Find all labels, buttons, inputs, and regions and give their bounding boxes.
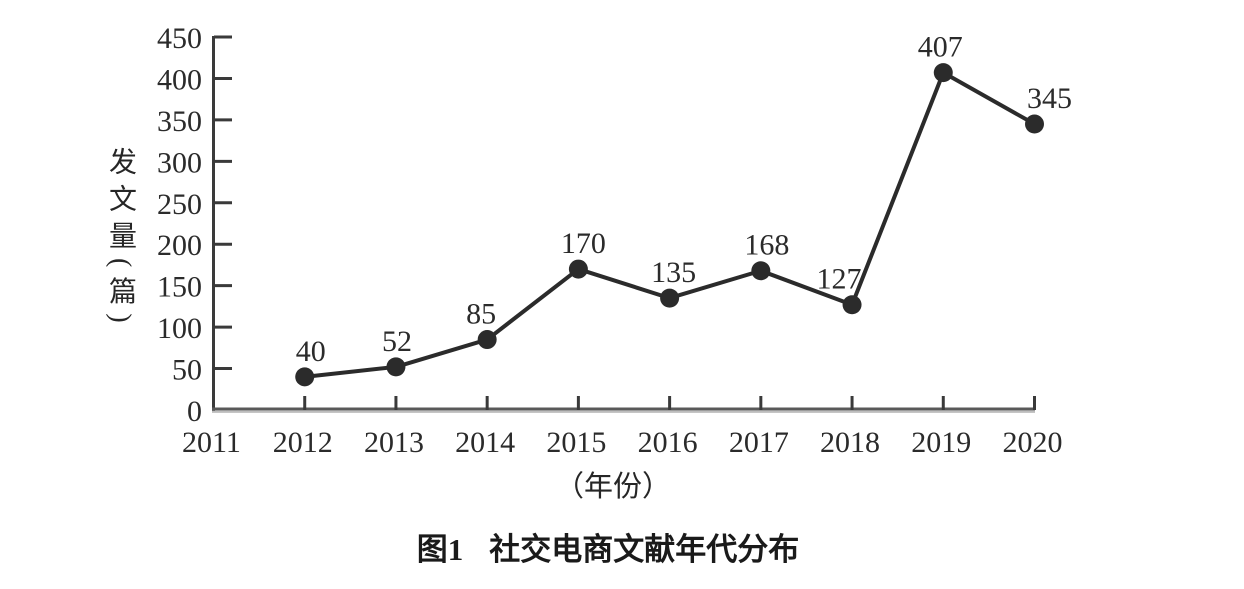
y-axis-ticks [214, 35, 232, 371]
x-tick-label: 2017 [729, 426, 789, 459]
x-tick-label: 2013 [364, 426, 424, 459]
x-tick-label: 2011 [182, 426, 241, 459]
y-tick-label: 250 [157, 188, 202, 221]
x-tick-label: 2015 [546, 426, 606, 459]
data-value-label: 135 [651, 256, 696, 289]
x-axis-ticks [303, 396, 1036, 410]
x-tick-label: 2014 [455, 426, 515, 459]
x-tick-label: 2018 [820, 426, 880, 459]
data-value-label: 85 [466, 298, 496, 331]
figure-title: 社交电商文献年代分布 [489, 532, 800, 567]
y-tick-label: 0 [187, 395, 202, 428]
data-point [477, 330, 497, 350]
x-axis-tick-labels: 2011 2012 2013 2014 2015 2016 2017 2018 2019 2020 [182, 426, 1062, 459]
data-value-label: 40 [296, 335, 326, 368]
y-tick-label: 300 [157, 146, 202, 179]
figure-caption: 图1 社交电商文献年代分布 [417, 524, 800, 569]
y-tick-label: 200 [157, 229, 202, 262]
data-point [386, 357, 406, 377]
data-value-label: 407 [918, 31, 963, 64]
x-tick-label: 2020 [1003, 426, 1063, 459]
x-tick-label: 2012 [273, 426, 333, 459]
y-axis-title: 发文量(篇) [105, 147, 136, 332]
x-tick-label: 2019 [911, 426, 971, 459]
data-point [1025, 114, 1044, 134]
data-point [751, 261, 771, 281]
y-tick-label: 450 [157, 22, 202, 55]
data-points [295, 63, 1044, 387]
data-value-label: 170 [561, 227, 606, 260]
y-axis-tick-labels: 0 50 100 150 200 250 300 350 400 450 [157, 22, 202, 428]
data-point [842, 295, 862, 315]
data-point [568, 259, 588, 279]
data-point [660, 288, 680, 308]
data-value-label: 52 [382, 325, 412, 358]
data-line [302, 70, 1037, 379]
y-tick-label: 350 [157, 105, 202, 138]
data-point [933, 63, 953, 83]
y-tick-label: 400 [157, 63, 202, 96]
data-value-label: 168 [744, 229, 789, 262]
figure-number: 图1 [416, 532, 464, 567]
y-tick-label: 50 [172, 354, 202, 387]
data-point [295, 367, 315, 387]
y-tick-label: 100 [157, 312, 202, 345]
data-value-label: 345 [1027, 82, 1072, 115]
data-value-label: 127 [817, 263, 862, 296]
data-value-labels: 40 52 85 170 135 168 127 407 345 [296, 31, 1072, 368]
x-tick-label: 2016 [638, 426, 698, 459]
y-tick-label: 150 [157, 271, 202, 304]
x-axis-title: （年份） [554, 471, 672, 503]
